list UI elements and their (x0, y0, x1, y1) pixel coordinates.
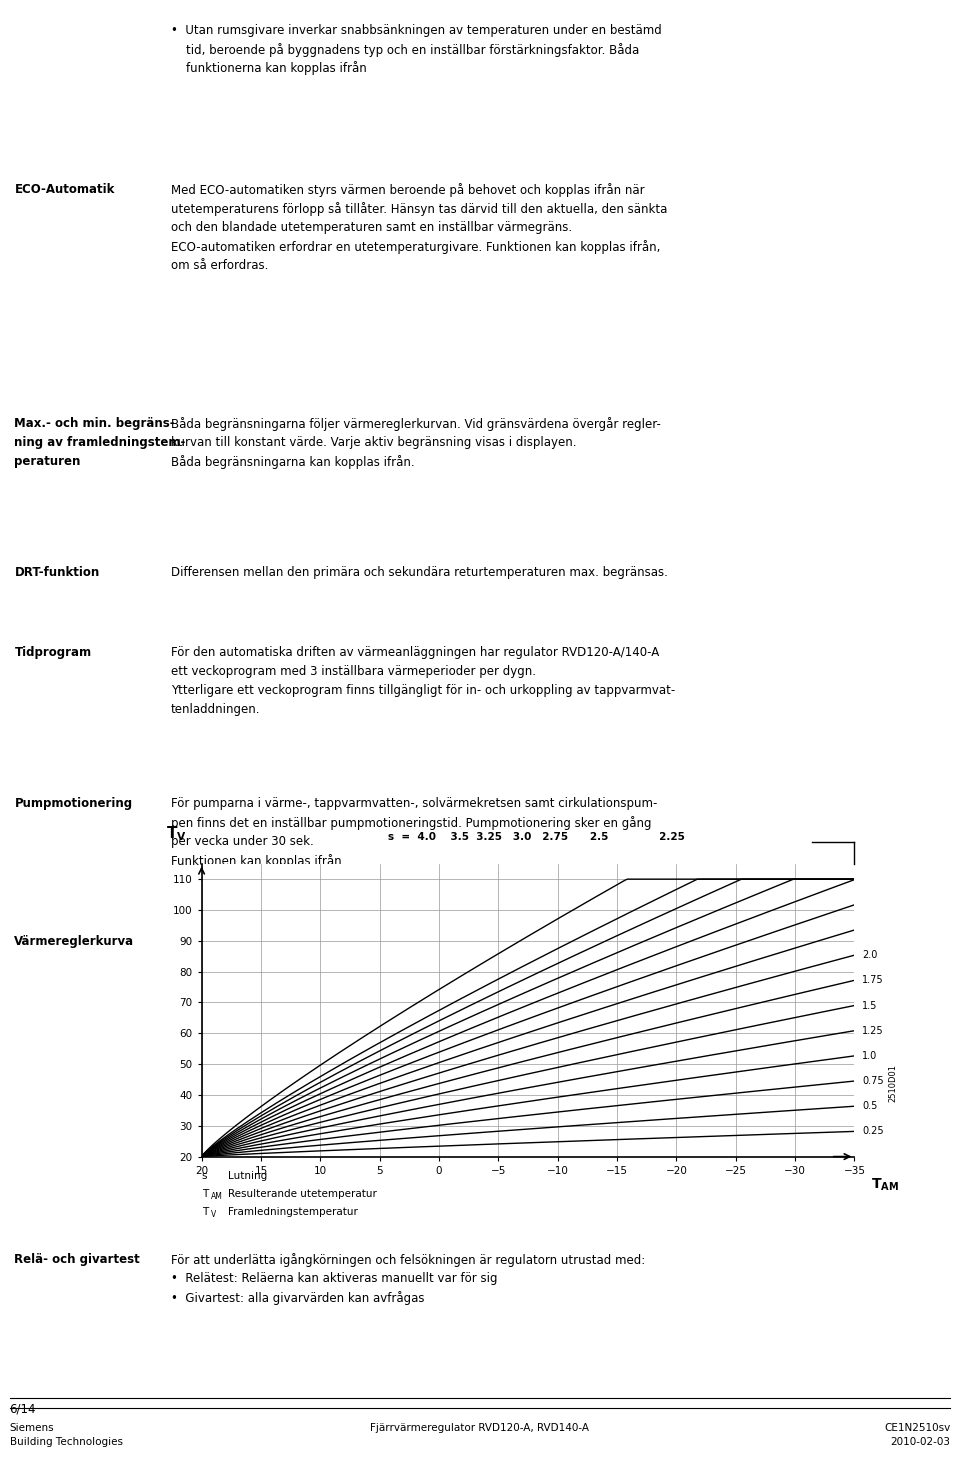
Text: För att underlätta igångkörningen och felsökningen är regulatorn utrustad med:: För att underlätta igångkörningen och fe… (171, 1253, 645, 1266)
Text: T: T (202, 1207, 208, 1217)
Text: tid, beroende på byggnadens typ och en inställbar förstärkningsfaktor. Båda: tid, beroende på byggnadens typ och en i… (171, 43, 639, 56)
Text: CE1N2510sv
2010-02-03: CE1N2510sv 2010-02-03 (884, 1423, 950, 1446)
Text: ECO-Automatik: ECO-Automatik (14, 183, 115, 197)
Text: För pumparna i värme-, tappvarmvatten-, solvärmekretsen samt cirkulationspum-: För pumparna i värme-, tappvarmvatten-, … (171, 797, 658, 810)
Text: utetemperaturens förlopp så tillåter. Hänsyn tas därvid till den aktuella, den s: utetemperaturens förlopp så tillåter. Hä… (171, 203, 667, 216)
Text: T: T (202, 1189, 208, 1199)
Text: kurvan till konstant värde. Varje aktiv begränsning visas i displayen.: kurvan till konstant värde. Varje aktiv … (171, 436, 576, 450)
Text: Ytterligare ett veckoprogram finns tillgängligt för in- och urkoppling av tappva: Ytterligare ett veckoprogram finns tillg… (171, 685, 675, 697)
Text: Framledningstemperatur: Framledningstemperatur (228, 1207, 358, 1217)
Text: Lutning: Lutning (228, 1171, 268, 1182)
Text: peraturen: peraturen (14, 456, 81, 467)
Text: 1.5: 1.5 (862, 1000, 877, 1010)
Text: •  Givartest: alla givarvärden kan avfrågas: • Givartest: alla givarvärden kan avfråg… (171, 1291, 424, 1304)
Text: och den blandade utetemperaturen samt en inställbar värmegräns.: och den blandade utetemperaturen samt en… (171, 222, 572, 234)
Text: s: s (202, 1171, 207, 1182)
Text: pen finns det en inställbar pumpmotioneringstid. Pumpmotionering sker en gång: pen finns det en inställbar pumpmotioner… (171, 816, 652, 830)
Text: Båda begränsningarna kan kopplas ifrån.: Båda begränsningarna kan kopplas ifrån. (171, 456, 415, 469)
Text: $\mathbf{T_V}$: $\mathbf{T_V}$ (166, 824, 186, 843)
Text: 6/14: 6/14 (10, 1402, 36, 1415)
Text: DRT-funktion: DRT-funktion (14, 566, 100, 580)
Text: 2.0: 2.0 (862, 950, 877, 960)
Text: om så erfordras.: om så erfordras. (171, 259, 268, 272)
Text: •  Relätest: Reläerna kan aktiveras manuellt var för sig: • Relätest: Reläerna kan aktiveras manue… (171, 1272, 497, 1285)
Text: Relä- och givartest: Relä- och givartest (14, 1253, 140, 1266)
Text: Pumpmotionering: Pumpmotionering (14, 797, 132, 810)
Text: 1.25: 1.25 (862, 1026, 884, 1035)
Text: ett veckoprogram med 3 inställbara värmeperioder per dygn.: ett veckoprogram med 3 inställbara värme… (171, 666, 536, 679)
Text: s  =  4.0    3.5  3.25   3.0   2.75      2.5              2.25: s = 4.0 3.5 3.25 3.0 2.75 2.5 2.25 (388, 831, 684, 842)
Text: Med ECO-automatiken styrs värmen beroende på behovet och kopplas ifrån när: Med ECO-automatiken styrs värmen beroend… (171, 183, 644, 197)
Text: 1.0: 1.0 (862, 1052, 877, 1060)
Text: per vecka under 30 sek.: per vecka under 30 sek. (171, 836, 314, 847)
Text: Tidprogram: Tidprogram (14, 646, 91, 660)
Text: funktionerna kan kopplas ifrån: funktionerna kan kopplas ifrån (171, 62, 367, 75)
Text: ning av framledningstem-: ning av framledningstem- (14, 436, 186, 450)
Text: Värmereglerkurva: Värmereglerkurva (14, 935, 134, 948)
Text: Resulterande utetemperatur: Resulterande utetemperatur (228, 1189, 377, 1199)
Text: 1.75: 1.75 (862, 975, 884, 985)
Text: 2510D01: 2510D01 (888, 1065, 898, 1102)
Text: ECO-automatiken erfordrar en utetemperaturgivare. Funktionen kan kopplas ifrån,: ECO-automatiken erfordrar en utetemperat… (171, 240, 660, 254)
Text: 0.5: 0.5 (862, 1102, 877, 1111)
Text: $\mathbf{T_{AM}}$: $\mathbf{T_{AM}}$ (871, 1177, 899, 1194)
Text: Funktionen kan kopplas ifrån.: Funktionen kan kopplas ifrån. (171, 853, 346, 868)
Text: För den automatiska driften av värmeanläggningen har regulator RVD120-A/140-A: För den automatiska driften av värmeanlä… (171, 646, 660, 660)
Text: 0.25: 0.25 (862, 1127, 884, 1136)
Text: Max.- och min. begräns-: Max.- och min. begräns- (14, 417, 175, 430)
Text: Båda begränsningarna följer värmereglerkurvan. Vid gränsvärdena övergår regler-: Båda begränsningarna följer värmereglerk… (171, 417, 660, 430)
Text: AM: AM (211, 1192, 223, 1201)
Text: V: V (211, 1210, 216, 1219)
Text: Differensen mellan den primära och sekundära returtemperaturen max. begränsas.: Differensen mellan den primära och sekun… (171, 566, 668, 580)
Text: Siemens
Building Technologies: Siemens Building Technologies (10, 1423, 123, 1446)
Text: tenladdningen.: tenladdningen. (171, 703, 260, 716)
Text: •  Utan rumsgivare inverkar snabbsänkningen av temperaturen under en bestämd: • Utan rumsgivare inverkar snabbsänkning… (171, 24, 661, 37)
Text: Fjärrvärmeregulator RVD120-A, RVD140-A: Fjärrvärmeregulator RVD120-A, RVD140-A (371, 1423, 589, 1433)
Text: 0.75: 0.75 (862, 1077, 884, 1086)
